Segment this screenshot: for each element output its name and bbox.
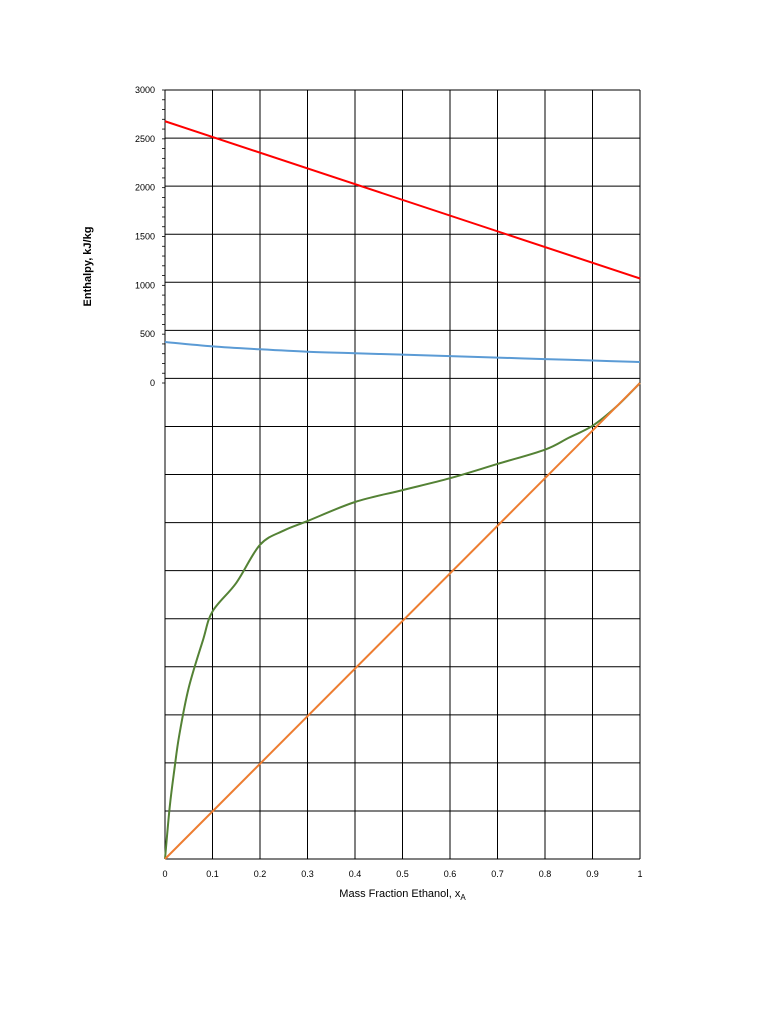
series-line-4 [164,382,641,860]
x-tick-label: 1 [637,869,642,879]
y-tick-label: 2500 [135,134,155,144]
y-axis-title: Enthalpy, kJ/kg [82,227,94,307]
tick-labels: 0 0.1 0.2 0.3 0.4 0.5 0.6 0.7 0.8 0.9 1 0 500 1000 150… [135,85,643,879]
x-axis-title-subscript: A [460,893,466,902]
x-tick-label: 0.3 [301,869,314,879]
x-tick-label: 0.6 [444,869,457,879]
x-tick-label: 0.7 [491,869,504,879]
grid [162,89,641,860]
series-line-2 [164,340,641,364]
y-tick-label: 1500 [135,232,155,242]
series-layer [164,120,641,860]
x-axis-title-main: Mass Fraction Ethanol, x [339,888,461,900]
x-tick-label: 0 [162,869,167,879]
y-tick-label: 0 [150,378,155,388]
x-axis-title: Mass Fraction Ethanol, xA [339,888,466,902]
y-tick-label: 2000 [135,183,155,193]
series-line-3 [164,382,641,860]
y-tick-label: 3000 [135,85,155,95]
x-tick-label: 0.9 [586,869,599,879]
series-line-1 [164,120,641,280]
x-tick-label: 0.2 [254,869,267,879]
y-tick-label: 1000 [135,280,155,290]
x-tick-label: 0.8 [539,869,552,879]
y-tick-label: 500 [140,329,155,339]
x-tick-label: 0.5 [396,869,409,879]
x-tick-label: 0.1 [206,869,219,879]
x-tick-label: 0.4 [349,869,362,879]
